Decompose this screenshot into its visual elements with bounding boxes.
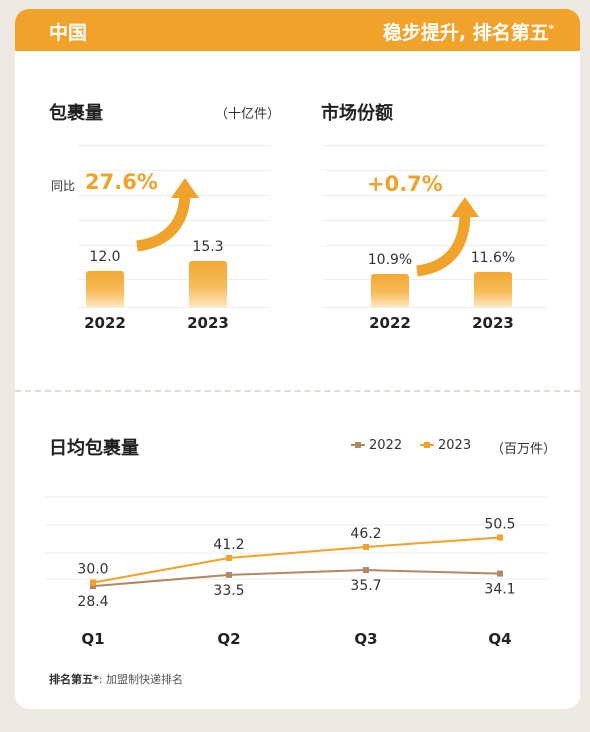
parcel-bar-2023 xyxy=(189,261,227,307)
gridline xyxy=(322,170,547,171)
data-label-2022-Q4: 34.1 xyxy=(484,582,515,598)
growth-arrow-icon xyxy=(416,197,479,277)
gridline xyxy=(78,279,270,280)
gridline xyxy=(322,307,547,308)
gridline xyxy=(78,245,270,246)
data-label-2023-Q1: 30.0 xyxy=(77,562,108,578)
share-growth-value: +0.7% xyxy=(367,172,443,196)
footnote-mark: * xyxy=(548,23,554,35)
gridline xyxy=(322,279,547,280)
share-value-2022: 10.9% xyxy=(367,252,413,269)
data-label-2022-Q3: 35.7 xyxy=(350,578,381,594)
parcel-volume-title: 包裹量 xyxy=(49,103,103,124)
data-label-2023-Q2: 41.2 xyxy=(213,537,244,553)
data-point-2022-Q1 xyxy=(90,583,96,590)
parcel-bar-2022 xyxy=(86,271,124,307)
gridline xyxy=(78,307,270,308)
share-bar-2023 xyxy=(474,272,512,307)
share-year-2023: 2023 xyxy=(472,314,514,332)
gridline xyxy=(78,145,270,146)
x-tick-Q3: Q3 xyxy=(354,630,377,648)
header-banner: 中国 稳步提升, 排名第五* xyxy=(15,9,580,51)
card: 中国 稳步提升, 排名第五* 包裹量 （十亿件） 同比 27.6% 12.0 1… xyxy=(15,9,580,709)
gridline xyxy=(322,145,547,146)
parcel-year-2023: 2023 xyxy=(187,314,229,332)
parcel-year-2022: 2022 xyxy=(84,314,126,332)
data-point-2022-Q3 xyxy=(363,567,369,574)
share-year-2022: 2022 xyxy=(369,314,411,332)
legend-label-2023: 2023 xyxy=(438,438,472,453)
gridline xyxy=(322,220,547,221)
legend-label-2022: 2022 xyxy=(369,438,403,453)
data-point-2023-Q3 xyxy=(363,543,369,550)
x-tick-Q2: Q2 xyxy=(217,630,240,648)
divider xyxy=(15,390,580,392)
gridline xyxy=(322,245,547,246)
legend-swatch-2023 xyxy=(420,442,434,448)
share-bar-2022 xyxy=(371,274,409,307)
yoy-growth-value: 27.6% xyxy=(85,170,158,194)
header-tagline: 稳步提升, 排名第五* xyxy=(382,22,554,44)
x-tick-Q4: Q4 xyxy=(488,630,511,648)
parcel-volume-unit: （十亿件） xyxy=(215,107,281,122)
x-tick-Q1: Q1 xyxy=(81,630,104,648)
series-line-2022 xyxy=(92,569,501,588)
footnote: 排名第五*: 加盟制快递排名 xyxy=(49,673,183,686)
parcel-value-2023: 15.3 xyxy=(192,239,224,256)
data-label-2023-Q4: 50.5 xyxy=(484,517,515,533)
region-title: 中国 xyxy=(49,22,88,44)
market-share-title: 市场份额 xyxy=(321,103,393,124)
data-label-2022-Q1: 28.4 xyxy=(77,594,108,610)
series-line-2023 xyxy=(92,536,501,584)
legend-swatch-2022 xyxy=(351,442,365,448)
parcel-value-2022: 12.0 xyxy=(89,249,121,265)
yoy-label: 同比 xyxy=(51,179,76,193)
data-point-2023-Q2 xyxy=(226,554,232,561)
data-point-2022-Q2 xyxy=(226,571,232,578)
data-label-2022-Q2: 33.5 xyxy=(213,583,244,599)
gridline xyxy=(322,195,547,196)
data-point-2023-Q1 xyxy=(90,579,96,586)
share-value-2023: 11.6% xyxy=(470,250,516,267)
gridline xyxy=(78,170,270,171)
growth-arrow-icon xyxy=(136,178,199,252)
data-label-2023-Q3: 46.2 xyxy=(350,526,381,542)
daily-volume-unit: （百万件） xyxy=(491,442,557,457)
data-point-2023-Q4 xyxy=(497,534,503,541)
daily-volume-title: 日均包裹量 xyxy=(49,438,139,459)
data-point-2022-Q4 xyxy=(497,570,503,577)
daily-volume-line-chart: 28.4 33.5 35.7 34.1 30.0 41.2 46.2 50.5 Q1 Q2 Q3 Q4 xyxy=(45,496,550,648)
